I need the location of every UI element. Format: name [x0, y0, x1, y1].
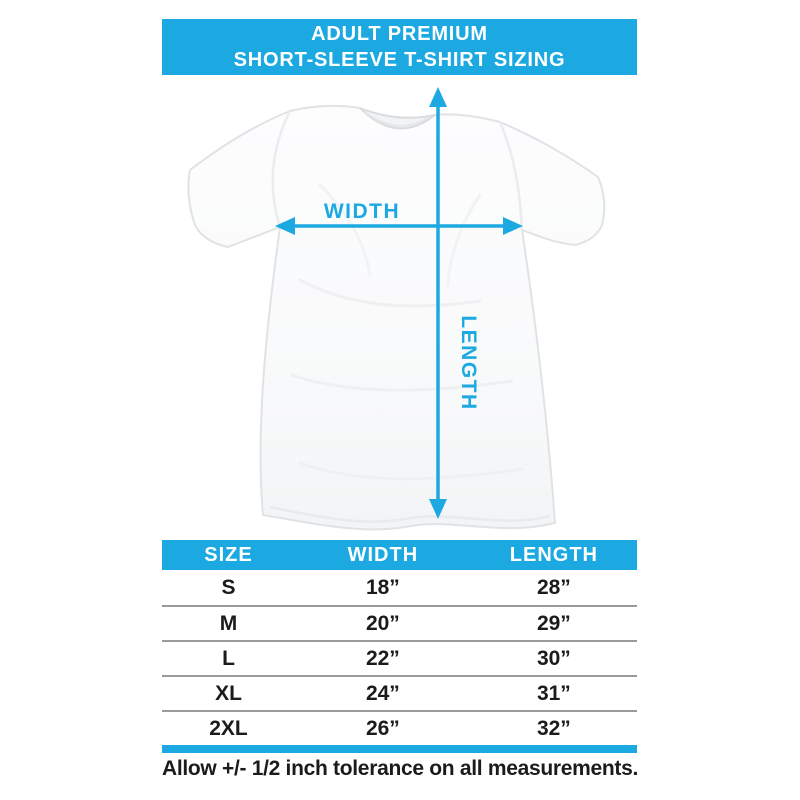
title-banner: ADULT PREMIUM SHORT-SLEEVE T-SHIRT SIZIN… — [162, 19, 637, 75]
table-header-row: SIZE WIDTH LENGTH — [162, 540, 637, 570]
table-row: S 18” 28” — [162, 570, 637, 605]
tshirt-measurement-diagram: WIDTH LENGTH — [187, 87, 606, 531]
width-label: WIDTH — [324, 200, 400, 223]
header-width: WIDTH — [347, 543, 419, 566]
table-row: XL 24” 31” — [162, 675, 637, 710]
width-value: 26” — [365, 716, 400, 740]
size-value: 2XL — [209, 716, 248, 740]
length-value: 31” — [536, 681, 571, 705]
length-label: LENGTH — [457, 315, 480, 410]
size-value: S — [221, 575, 236, 599]
tshirt-illustration — [187, 105, 606, 531]
size-value: L — [222, 646, 235, 670]
header-length: LENGTH — [509, 543, 598, 566]
width-value: 24” — [365, 681, 400, 705]
table-row: M 20” 29” — [162, 605, 637, 640]
sizing-table: SIZE WIDTH LENGTH S 18” 28” M 20” 29” L … — [162, 540, 637, 753]
header-size: SIZE — [204, 543, 253, 566]
tolerance-note: Allow +/- 1/2 inch tolerance on all meas… — [161, 757, 639, 780]
size-value: M — [219, 611, 238, 635]
table-row: L 22” 30” — [162, 640, 637, 675]
table-row: 2XL 26” 32” — [162, 710, 637, 745]
title-line-1: ADULT PREMIUM — [311, 23, 488, 45]
length-value: 28” — [536, 575, 571, 599]
size-value: XL — [215, 681, 242, 705]
width-arrow — [275, 217, 523, 235]
length-arrow — [429, 87, 447, 519]
length-value: 29” — [536, 611, 571, 635]
table-bottom-bar — [162, 745, 637, 753]
width-value: 22” — [365, 646, 400, 670]
length-value: 32” — [536, 716, 571, 740]
width-value: 20” — [365, 611, 400, 635]
length-value: 30” — [536, 646, 571, 670]
width-value: 18” — [365, 575, 400, 599]
title-line-2: SHORT-SLEEVE T-SHIRT SIZING — [233, 49, 566, 71]
